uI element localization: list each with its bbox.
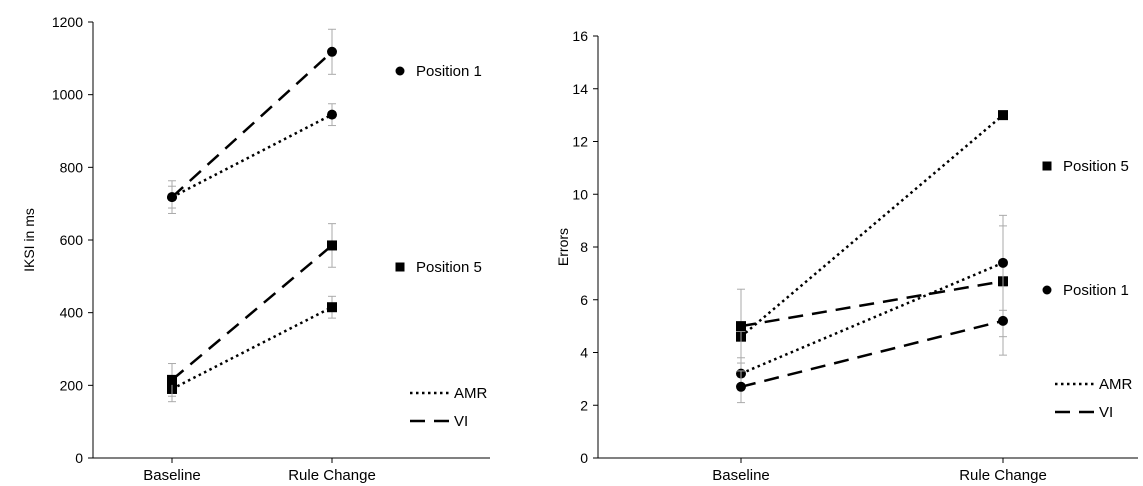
y-tick-label: 1200 xyxy=(52,14,83,30)
y-tick-label: 12 xyxy=(572,134,588,150)
legend-position-5: Position 5 xyxy=(395,259,482,276)
y-tick-label: 800 xyxy=(60,159,84,175)
legend-vi: VI xyxy=(410,413,468,430)
series-position-5-vi xyxy=(167,223,337,397)
series-line xyxy=(171,50,333,199)
y-tick-label: 6 xyxy=(580,292,588,308)
data-point xyxy=(327,302,337,313)
y-tick-label: 600 xyxy=(60,232,84,248)
y-tick-label: 16 xyxy=(572,28,588,44)
series-position-1-amr xyxy=(167,103,337,209)
y-tick-label: 1000 xyxy=(52,87,83,103)
series-position-5-amr xyxy=(736,110,1008,342)
legend-position-1: Position 1 xyxy=(1042,282,1129,299)
y-tick-label: 8 xyxy=(580,239,588,255)
data-point xyxy=(736,321,746,332)
legend-vi: VI xyxy=(1055,404,1113,421)
y-axis-label: IKSI in ms xyxy=(21,208,37,272)
legend-marker xyxy=(395,66,405,76)
legend-label: Position 5 xyxy=(1063,158,1129,175)
data-point xyxy=(327,109,337,120)
series-line xyxy=(740,261,1004,375)
data-point xyxy=(327,46,337,57)
legend-label: Position 5 xyxy=(416,259,482,276)
y-tick-label: 0 xyxy=(580,450,588,466)
y-tick-label: 14 xyxy=(572,81,588,97)
x-tick-label: Rule Change xyxy=(959,467,1047,484)
y-tick-label: 10 xyxy=(572,186,588,202)
chart-panel-1: 0 200 400 600 800 1000 1200 Baseline Rule Change… xyxy=(21,14,490,484)
legend-marker xyxy=(395,262,405,272)
series-position-1-vi xyxy=(167,28,337,214)
series-line xyxy=(740,280,1004,328)
series-position-5-vi xyxy=(736,225,1008,364)
legend-position-5: Position 5 xyxy=(1042,158,1129,175)
y-tick-label: 200 xyxy=(60,377,84,393)
legend-label: VI xyxy=(1099,404,1113,421)
y-tick-label: 400 xyxy=(60,305,84,321)
legend-label: AMR xyxy=(1099,376,1133,393)
data-point xyxy=(167,374,177,385)
x-tick-label: Baseline xyxy=(143,467,201,484)
series-position-1-vi xyxy=(736,286,1008,404)
data-point xyxy=(998,315,1008,326)
legend-label: Position 1 xyxy=(416,63,482,80)
legend-marker xyxy=(1042,161,1052,171)
x-tick-label: Baseline xyxy=(712,467,770,484)
y-tick-label: 4 xyxy=(580,345,588,361)
legend-marker xyxy=(1042,285,1052,295)
data-point xyxy=(736,381,746,392)
data-point xyxy=(327,240,337,251)
series-line xyxy=(171,306,333,391)
data-point xyxy=(167,192,177,203)
series-line xyxy=(171,244,333,381)
legend-label: AMR xyxy=(454,385,488,402)
chart-panel-2: 0 2 4 6 8 10 12 14 16 Baseline Rule Change Errors Po… xyxy=(555,28,1138,484)
series-line xyxy=(171,113,333,199)
series-line xyxy=(740,319,1004,388)
legend-amr: AMR xyxy=(1055,376,1133,393)
legend-label: Position 1 xyxy=(1063,282,1129,299)
y-tick-label: 0 xyxy=(75,450,83,466)
series-position-1-amr xyxy=(736,214,1008,390)
legend-position-1: Position 1 xyxy=(395,63,482,80)
x-tick-label: Rule Change xyxy=(288,467,376,484)
y-axis-label: Errors xyxy=(555,228,571,266)
data-point xyxy=(998,257,1008,268)
legend-label: VI xyxy=(454,413,468,430)
legend-amr: AMR xyxy=(410,385,488,402)
data-point xyxy=(998,110,1008,121)
y-tick-label: 2 xyxy=(580,397,588,413)
